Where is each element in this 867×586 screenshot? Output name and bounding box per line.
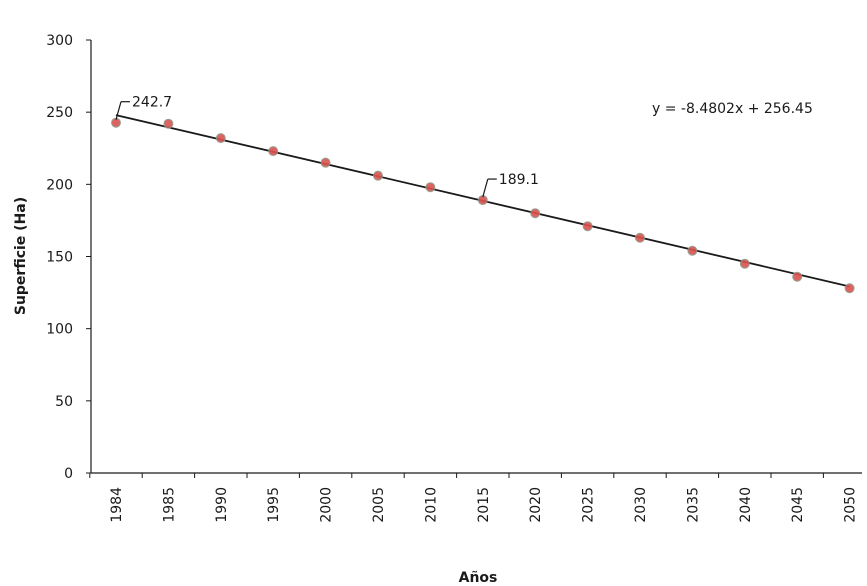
y-tick-labels: 0 50 100 150 200 250 300	[46, 33, 73, 482]
x-tick-label: 1995	[266, 487, 282, 523]
x-tick-label: 2030	[633, 487, 649, 523]
y-tick-label: 0	[64, 466, 73, 482]
axis-ticks	[86, 39, 824, 478]
data-point	[530, 208, 541, 219]
y-tick-label: 50	[55, 394, 73, 410]
annotation-leader	[482, 178, 489, 198]
annotation-leader	[115, 101, 122, 120]
data-point	[687, 245, 698, 256]
x-tick-labels: 1984 1985 1990 1995 2000 2005 2010 2015 2020 2025…	[109, 487, 859, 523]
x-tick-label: 2000	[319, 487, 335, 523]
x-tick-label: 2045	[790, 487, 806, 523]
x-tick-label: 2025	[581, 487, 597, 523]
annotation-label: 189.1	[499, 172, 539, 188]
y-tick-label: 100	[46, 322, 73, 338]
data-point	[635, 232, 645, 243]
x-tick-label: 1985	[161, 487, 177, 523]
x-tick-label: 2050	[843, 487, 859, 523]
data-point	[739, 258, 750, 269]
x-tick-label: 2020	[528, 487, 544, 523]
x-tick-label: 1990	[214, 487, 230, 523]
y-tick-label: 250	[46, 105, 73, 121]
x-tick-label: 2040	[738, 487, 754, 523]
data-point	[320, 157, 331, 168]
annotation-label: 242.7	[132, 95, 172, 111]
y-axis-title: Superficie (Ha)	[13, 197, 29, 315]
data-point	[373, 170, 383, 181]
data-point	[215, 133, 226, 144]
data-point	[582, 221, 593, 232]
x-tick-label: 1984	[109, 487, 125, 523]
data-point	[844, 283, 855, 294]
data-point	[163, 118, 174, 129]
x-tick-label: 2010	[423, 487, 439, 523]
trendline-equation: y = -8.4802x + 256.45	[652, 101, 813, 117]
y-tick-label: 150	[46, 250, 73, 266]
x-axis-title: Años	[459, 570, 498, 586]
y-tick-label: 300	[46, 33, 73, 49]
data-point	[792, 271, 803, 282]
data-point	[425, 182, 436, 193]
y-tick-label: 200	[46, 177, 73, 193]
annotations: 242.7 189.1	[115, 95, 539, 198]
x-tick-label: 2005	[371, 487, 387, 523]
x-tick-label: 2015	[476, 487, 492, 523]
data-point	[268, 146, 279, 157]
x-tick-label: 2035	[685, 487, 701, 523]
data-points	[111, 117, 855, 294]
